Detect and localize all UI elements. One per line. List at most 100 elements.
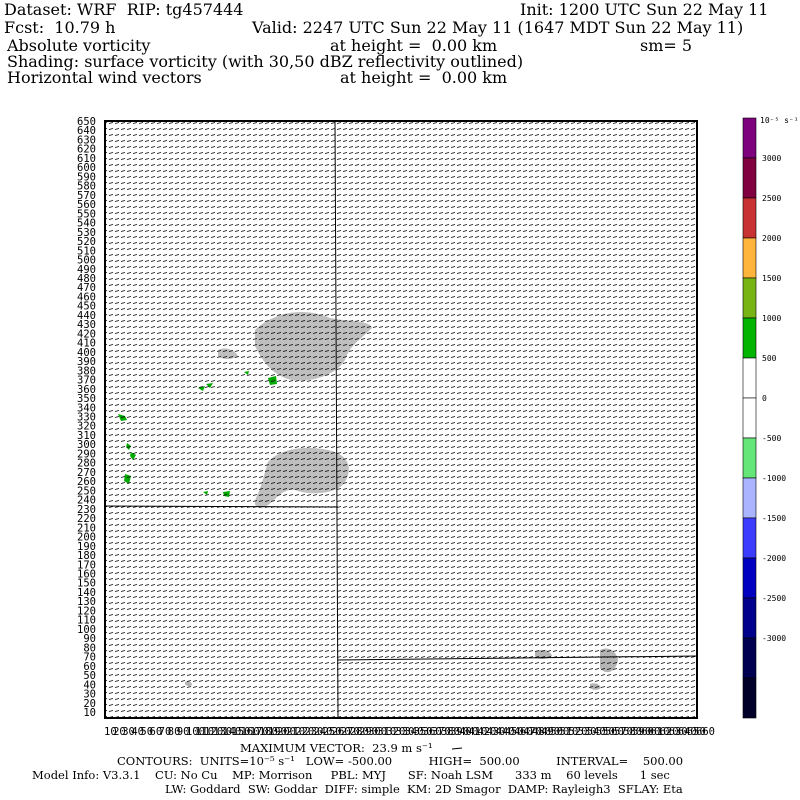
y-tick-label: 220 — [77, 513, 96, 525]
x-tick-label: 180 — [259, 726, 278, 738]
x-tick-label: 10 — [104, 726, 117, 738]
colorbar-segment — [742, 597, 757, 639]
x-tick-label: 430 — [487, 726, 506, 738]
colorbar-segment — [742, 277, 757, 319]
x-tick-label: 290 — [359, 726, 378, 738]
x-tick-label: 80 — [168, 726, 181, 738]
colorbar-label: 500 — [762, 354, 777, 363]
y-tick-label: 20 — [83, 698, 96, 710]
x-axis-ticks: 1020304050607080901001101201301401501601… — [104, 726, 715, 738]
colorbar-label: -500 — [762, 434, 781, 443]
colorbar-segment — [742, 157, 757, 199]
y-tick-label: 110 — [77, 615, 96, 627]
x-tick-label: 510 — [559, 726, 578, 738]
x-tick-label: 280 — [350, 726, 369, 738]
y-tick-label: 490 — [77, 264, 96, 276]
dataset-label: Dataset: WRF RIP: tg457444 — [4, 0, 244, 19]
x-tick-label: 50 — [140, 726, 153, 738]
x-tick-label: 630 — [669, 726, 688, 738]
y-tick-label: 140 — [77, 587, 96, 599]
x-tick-label: 70 — [159, 726, 172, 738]
colorbar-segment — [742, 357, 757, 399]
colorbar-label: -1500 — [762, 514, 786, 523]
y-tick-label: 260 — [77, 476, 96, 488]
y-tick-label: 330 — [77, 412, 96, 424]
x-tick-label: 560 — [605, 726, 624, 738]
x-tick-label: 270 — [341, 726, 360, 738]
y-tick-label: 550 — [77, 208, 96, 220]
x-tick-label: 440 — [496, 726, 515, 738]
y-tick-label: 380 — [77, 365, 96, 377]
y-tick-label: 320 — [77, 421, 96, 433]
shading-label: Shading: surface vorticity (with 30,50 d… — [7, 52, 524, 71]
colorbar-segment — [742, 117, 757, 159]
y-tick-label: 600 — [77, 162, 96, 174]
y-tick-label: 240 — [77, 495, 96, 507]
x-tick-label: 520 — [568, 726, 587, 738]
y-tick-label: 30 — [83, 689, 96, 701]
colorbar-label: 0 — [762, 394, 767, 403]
init-time: Init: 1200 UTC Sun 22 May 11 — [520, 0, 769, 19]
y-tick-label: 610 — [77, 153, 96, 165]
x-tick-label: 380 — [441, 726, 460, 738]
x-tick-label: 480 — [532, 726, 551, 738]
y-tick-label: 430 — [77, 319, 96, 331]
x-tick-label: 540 — [587, 726, 606, 738]
y-tick-label: 460 — [77, 291, 96, 303]
y-tick-label: 270 — [77, 467, 96, 479]
y-tick-label: 450 — [77, 301, 96, 313]
y-axis-ticks: 6506406306206106005905805705605505405305… — [77, 116, 96, 719]
x-tick-label: 530 — [578, 726, 597, 738]
y-tick-label: 470 — [77, 282, 96, 294]
valid-time: Valid: 2247 UTC Sun 22 May 11 (1647 MDT … — [252, 18, 744, 37]
colorbar-segment — [742, 397, 757, 439]
colorbar-segment — [742, 677, 757, 719]
x-tick-label: 250 — [323, 726, 342, 738]
vector-label: Horizontal wind vectors — [7, 68, 202, 87]
x-tick-label: 330 — [395, 726, 414, 738]
x-tick-label: 100 — [186, 726, 205, 738]
x-tick-label: 500 — [550, 726, 569, 738]
field-height: at height = 0.00 km — [330, 36, 498, 55]
colorbar-label: 2000 — [762, 234, 781, 243]
x-tick-label: 660 — [696, 726, 715, 738]
x-tick-label: 640 — [678, 726, 697, 738]
wind-vector-field — [105, 121, 697, 718]
x-tick-label: 320 — [386, 726, 405, 738]
x-tick-label: 140 — [222, 726, 241, 738]
y-tick-label: 440 — [77, 310, 96, 322]
y-tick-label: 100 — [77, 624, 96, 636]
y-tick-label: 190 — [77, 541, 96, 553]
state-borders — [105, 121, 697, 718]
x-tick-label: 160 — [241, 726, 260, 738]
forecast-hour: Fcst: 10.79 h — [4, 18, 116, 37]
y-tick-label: 520 — [77, 236, 96, 248]
shading-layer — [105, 121, 697, 718]
model-info: Model Info: V3.3.1 CU: No Cu MP: Morriso… — [32, 768, 670, 782]
y-tick-label: 420 — [77, 328, 96, 340]
y-tick-label: 200 — [77, 532, 96, 544]
x-tick-label: 580 — [623, 726, 642, 738]
x-tick-label: 390 — [450, 726, 469, 738]
y-tick-label: 80 — [83, 642, 96, 654]
model-info-physics: LW: Goddard SW: Goddar DIFF: simple KM: … — [165, 782, 683, 796]
y-tick-label: 180 — [77, 550, 96, 562]
x-tick-label: 400 — [459, 726, 478, 738]
field-title: Absolute vorticity — [7, 36, 151, 55]
colorbar-segment — [742, 317, 757, 359]
y-tick-label: 170 — [77, 559, 96, 571]
y-tick-label: 350 — [77, 393, 96, 405]
colorbar-segment — [742, 197, 757, 239]
y-tick-label: 40 — [83, 679, 96, 691]
x-tick-label: 210 — [286, 726, 305, 738]
colorbar-segment — [742, 637, 757, 679]
x-tick-label: 220 — [295, 726, 314, 738]
y-tick-label: 290 — [77, 448, 96, 460]
colorbar-label: -3000 — [762, 634, 786, 643]
y-tick-label: 390 — [77, 356, 96, 368]
x-tick-label: 590 — [632, 726, 651, 738]
y-tick-label: 500 — [77, 255, 96, 267]
x-tick-label: 40 — [131, 726, 144, 738]
x-tick-label: 620 — [660, 726, 679, 738]
x-tick-label: 610 — [650, 726, 669, 738]
